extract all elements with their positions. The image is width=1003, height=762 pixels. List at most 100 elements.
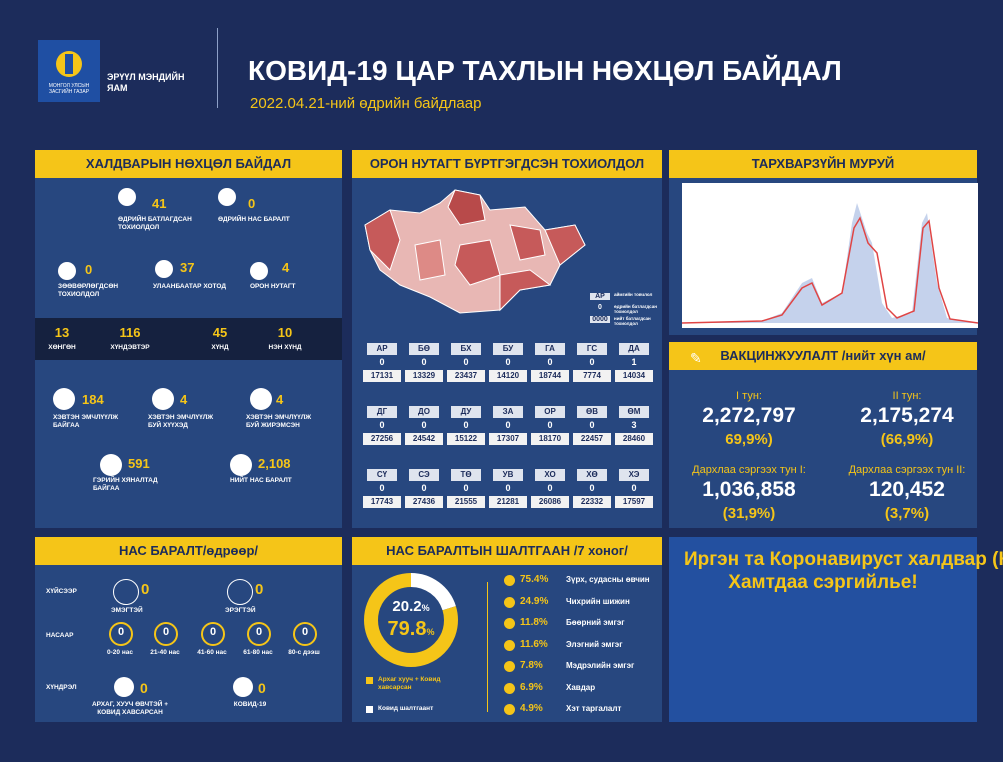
province-code: СЭ <box>409 469 439 481</box>
vaccine-value: 2,175,274 <box>860 404 954 427</box>
age-value: 0 <box>162 626 170 638</box>
icon <box>504 661 515 672</box>
province-code: ОР <box>535 406 565 418</box>
panel-title: ТАРХВАРЗҮЙН МУРУЙ <box>669 150 977 178</box>
province-code: ДО <box>409 406 439 418</box>
donut-unit: % <box>426 627 435 637</box>
age-circle <box>154 622 178 646</box>
province-total: 27256 <box>363 433 401 445</box>
severity-label: НЭН ХҮНД <box>268 344 302 351</box>
province-daily: 0 <box>631 483 637 493</box>
vaccine-label: I тун: <box>736 390 762 402</box>
donut <box>364 573 458 667</box>
icon <box>118 188 136 206</box>
province-total: 23437 <box>447 370 485 382</box>
row-label: НАСААР <box>46 632 74 639</box>
vaccine-value: 2,272,797 <box>702 404 796 427</box>
vaccine-label: Дархлаа сэргээх тун I: <box>692 464 806 476</box>
province-code: ТӨ <box>451 469 481 481</box>
age-circle <box>293 622 317 646</box>
age-circle <box>109 622 133 646</box>
province-daily: 0 <box>379 483 385 493</box>
epi-curve <box>682 183 978 328</box>
province-daily: 0 <box>379 420 385 430</box>
province-total: 17597 <box>615 496 653 508</box>
vaccine-percent: (3,7%) <box>884 505 930 522</box>
province-daily: 0 <box>379 357 385 367</box>
donut-label: 79.8% <box>371 618 451 641</box>
age-value: 0 <box>117 626 125 638</box>
icon <box>113 579 139 605</box>
legend-label: Архаг хууч + Ковид хавсарсан <box>378 676 441 691</box>
province-total: 28460 <box>615 433 653 445</box>
province-daily: 0 <box>421 420 427 430</box>
province-total: 18744 <box>531 370 569 382</box>
cause-value: 7.8% <box>520 660 543 671</box>
province-total: 13329 <box>405 370 443 382</box>
province-total: 17307 <box>489 433 527 445</box>
icon <box>227 579 253 605</box>
vaccine-percent: 69,9%) <box>725 431 773 448</box>
icon <box>53 388 75 410</box>
province-daily: 0 <box>505 420 511 430</box>
province-code: АР <box>367 343 397 355</box>
vaccine-value: 120,452 <box>869 478 945 501</box>
vaccine-percent: (31,9%) <box>722 505 776 522</box>
donut-value: 79.8 <box>387 618 427 640</box>
gender-label: ЭМЭГТЭЙ <box>111 607 143 614</box>
vaccine-label: II тун: <box>892 390 922 402</box>
legend-code-text: аймгийн товчлол <box>614 292 653 297</box>
province-daily: 0 <box>547 357 553 367</box>
care-label: НИЙТ НАС БАРАЛТ <box>230 477 292 484</box>
province-total: 14120 <box>489 370 527 382</box>
stat-label: ЗӨӨВӨРЛӨГДСӨН ТОХИОЛДОЛ <box>58 283 119 298</box>
province-daily: 0 <box>589 483 595 493</box>
province-daily: 0 <box>463 483 469 493</box>
donut-label: 20.2% <box>371 598 451 615</box>
panel-title: НАС БАРАЛТЫН ШАЛТГААН /7 хоног/ <box>352 537 662 565</box>
icon <box>152 388 174 410</box>
province-total: 26086 <box>531 496 569 508</box>
severity-label: ХӨНГӨН <box>48 344 76 351</box>
province-total: 22332 <box>573 496 611 508</box>
icon <box>504 639 515 651</box>
age-value: 0 <box>255 626 263 638</box>
icon <box>155 260 173 278</box>
ministry: ЭРҮҮЛ МЭНДИЙН ЯАМ <box>107 72 185 93</box>
care-value: 2,108 <box>258 456 291 471</box>
vaccine-label: Дархлаа сэргээх тун II: <box>848 464 966 476</box>
panel-title: ОРОН НУТАГТ БҮРТГЭГДСЭН ТОХИОЛДОЛ <box>352 150 662 178</box>
cause-value: 6.9% <box>520 681 543 693</box>
cause-label: Бөөрний эмгэг <box>566 618 625 627</box>
cause-label: Элэгний эмгэг <box>566 639 623 649</box>
province-total: 17743 <box>363 496 401 508</box>
care-value: 591 <box>128 456 150 471</box>
icon <box>504 596 515 608</box>
icon <box>250 262 268 280</box>
cause-label: Мэдрэлийн эмгэг <box>566 661 635 670</box>
severity-label: ХҮНДЭВТЭР <box>110 344 150 351</box>
province-total: 15122 <box>447 433 485 445</box>
age-label: 21-40 нас <box>150 649 180 656</box>
care-value: 4 <box>180 392 188 407</box>
province-daily: 1 <box>631 357 637 367</box>
province-code: ДУ <box>451 406 481 418</box>
panel-title: ВАКЦИНЖУУЛАЛТ /нийт хүн ам/ <box>669 342 977 370</box>
severity-value: 10 <box>277 325 293 340</box>
province-total: 17131 <box>363 370 401 382</box>
stat-value: 4 <box>282 260 290 275</box>
cause-value: 4.9% <box>520 703 543 714</box>
gender-value: 0 <box>255 581 264 598</box>
province-daily: 0 <box>421 483 427 493</box>
age-value: 0 <box>301 626 309 638</box>
legend-total-text: нийт батлагдсан тохиолдол <box>614 316 651 326</box>
severity-value: 116 <box>119 325 141 340</box>
cause-value: 11.8% <box>520 617 548 628</box>
age-value: 0 <box>209 626 217 638</box>
province-total: 18170 <box>531 433 569 445</box>
age-circle <box>201 622 225 646</box>
province-daily: 0 <box>589 420 595 430</box>
panel <box>35 537 342 722</box>
complication-value: 0 <box>140 680 148 696</box>
age-circle <box>247 622 271 646</box>
